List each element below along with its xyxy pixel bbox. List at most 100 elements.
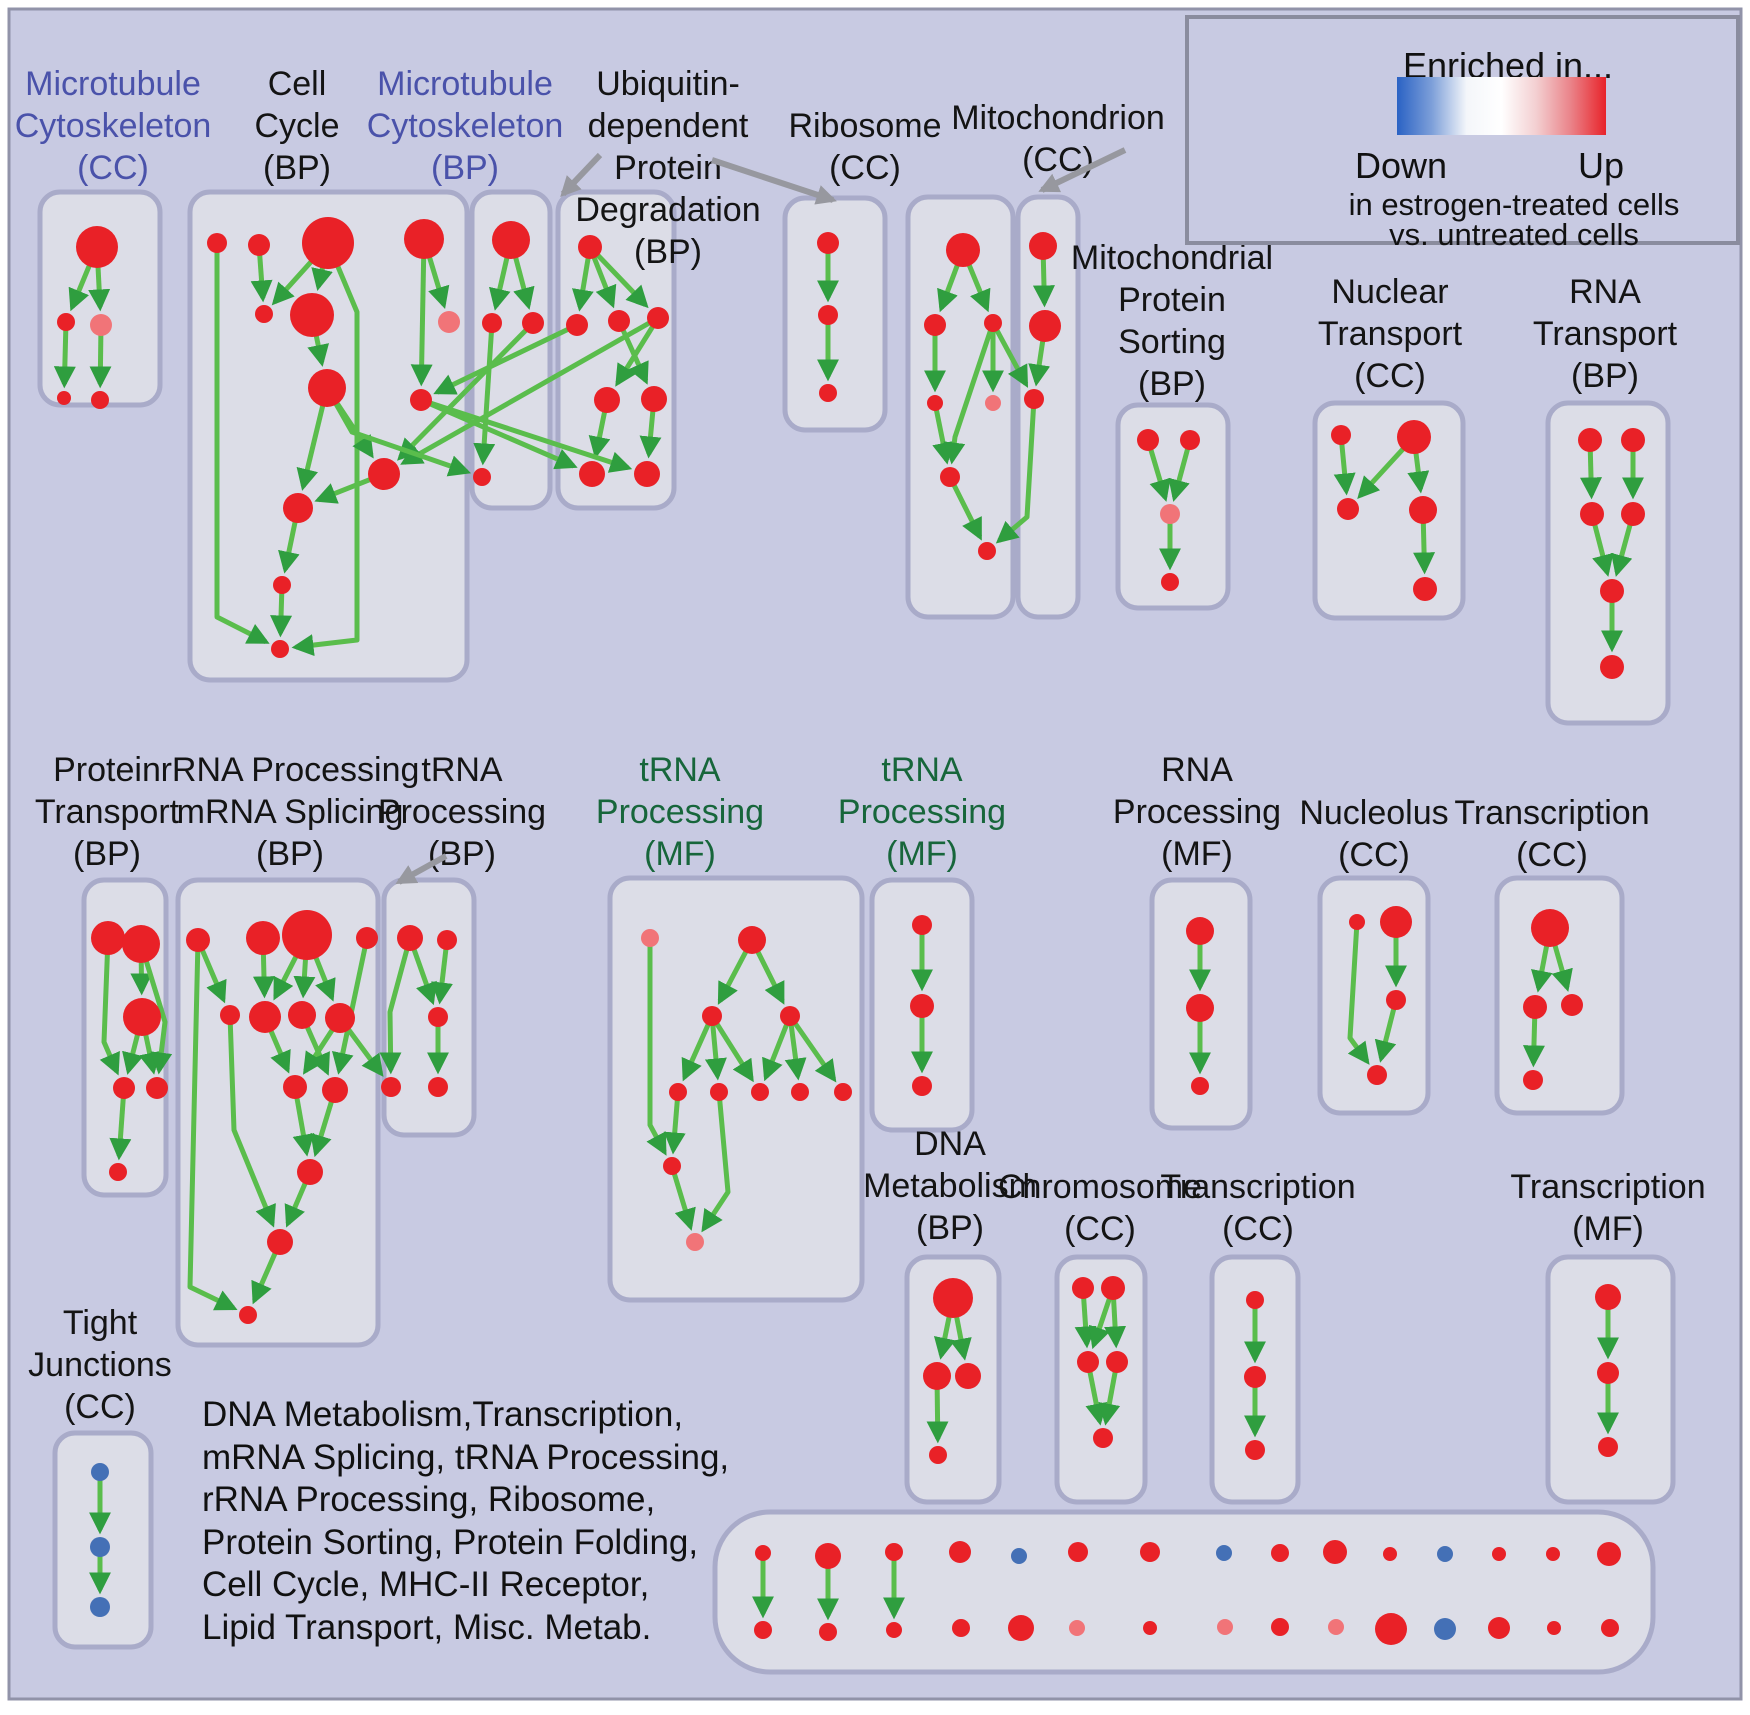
- node-misc-strip-0: [755, 1545, 771, 1561]
- cluster-label-mt-bp-line-0: Microtubule: [377, 65, 553, 103]
- node-cell-cycle-7: [308, 369, 346, 407]
- annotation-arrow-icon: [395, 853, 448, 885]
- cluster-label-trna-mf-large-line-0: tRNA: [639, 751, 721, 789]
- summary-text-block: DNA Metabolism,Transcription, mRNA Splici…: [202, 1394, 729, 1650]
- cluster-label-dna-metabolism-line-2: (BP): [916, 1209, 984, 1247]
- node-transcription-cc-3-2: [1245, 1440, 1265, 1460]
- node-mt-cc-4: [91, 391, 109, 409]
- node-nucleolus-1: [1380, 906, 1412, 938]
- edge-arrow: [704, 1015, 727, 1081]
- node-rrna-12: [239, 1306, 257, 1324]
- edge-arrow: [663, 1091, 686, 1155]
- cluster-label-tight-junctions-line-0: Tight: [63, 1304, 138, 1342]
- cluster-label-trna-bp-line-1: Processing: [378, 793, 546, 831]
- node-misc-strip-20: [1383, 1547, 1397, 1561]
- node-misc-strip-21: [1375, 1613, 1407, 1645]
- cluster-label-mps-line-3: (BP): [1138, 365, 1206, 403]
- cluster-label-ub-a-line-2: Protein: [614, 149, 722, 187]
- node-rrna-7: [325, 1003, 355, 1033]
- cluster-label-mt-cc-line-0: Microtubule: [25, 65, 201, 103]
- cluster-label-nuclear-transport-line-0: Nuclear: [1331, 273, 1448, 311]
- node-chromosome-3: [1106, 1351, 1128, 1373]
- node-mt-bp-3: [473, 468, 491, 486]
- node-misc-strip-9: [1008, 1615, 1034, 1641]
- edge-arrow: [669, 1165, 696, 1231]
- edge-arrow: [99, 937, 120, 1076]
- node-mt-bp-2: [522, 312, 544, 334]
- node-protein-transport-4: [146, 1077, 168, 1099]
- cluster-label-trna-bp-line-0: tRNA: [421, 751, 503, 789]
- node-nuclear-transport-3: [1409, 496, 1437, 524]
- cluster-label-nuclear-transport-line-1: Transport: [1318, 315, 1463, 353]
- node-cell-cycle-1: [248, 234, 270, 256]
- node-rna-transport-1: [1621, 428, 1645, 452]
- edge-arrow: [947, 475, 983, 541]
- node-ub-b-2: [819, 384, 837, 402]
- node-trna-bp-3: [381, 1077, 401, 1097]
- edge-arrow: [990, 321, 1029, 388]
- cluster-label-nuclear-transport-line-2: (CC): [1354, 357, 1426, 395]
- node-misc-strip-10: [1068, 1542, 1088, 1562]
- cluster-label-ub-a-line-1: dependent: [588, 107, 749, 145]
- node-mt-bp-0: [492, 221, 530, 259]
- node-rrna-9: [322, 1077, 348, 1103]
- cluster-label-transcription-mf-line-0: Transcription: [1510, 1168, 1705, 1206]
- node-ribosome-5: [940, 467, 960, 487]
- cluster-label-transcription-cc-3-line-1: (CC): [1222, 1210, 1294, 1248]
- cluster-label-trna-mf-large-line-2: (MF): [644, 835, 716, 873]
- node-mitochondrion-2: [1024, 389, 1044, 409]
- node-transcription-cc-3-0: [1246, 1291, 1264, 1309]
- node-misc-strip-28: [1597, 1542, 1621, 1566]
- annotation-arrow-icon: [711, 157, 837, 205]
- node-chromosome-1: [1101, 1276, 1125, 1300]
- cluster-label-protein-transport-line-2: (BP): [73, 835, 141, 873]
- node-cell-cycle-0: [207, 233, 227, 253]
- node-misc-strip-17: [1271, 1618, 1289, 1636]
- summary-text-line: Protein Sorting, Protein Folding,: [202, 1522, 699, 1562]
- summary-text-line: rRNA Processing, Ribosome,: [202, 1480, 656, 1520]
- legend-down-label: Down: [1354, 145, 1448, 186]
- node-dna-metabolism-0: [933, 1278, 973, 1318]
- node-misc-strip-23: [1434, 1618, 1456, 1640]
- edge-arrow: [701, 1091, 731, 1233]
- node-trna-mf-large-2: [702, 1006, 722, 1026]
- node-rna-transport-5: [1600, 655, 1624, 679]
- cluster-box-rrna: [175, 877, 381, 1348]
- cluster-box-trna-bp: [381, 877, 477, 1138]
- edge-arrow: [709, 1014, 754, 1083]
- edge-arrow: [615, 316, 661, 387]
- edge-arrow: [214, 243, 270, 644]
- edge-arrow: [433, 322, 579, 395]
- node-cell-cycle-8: [410, 389, 432, 411]
- node-mitochondrion-1: [1029, 310, 1061, 342]
- cluster-label-transcription-cc-3-line-0: Transcription: [1160, 1168, 1355, 1206]
- node-mt-cc-1: [57, 313, 75, 331]
- edge-arrow: [331, 937, 370, 1075]
- node-misc-strip-6: [949, 1541, 971, 1563]
- node-misc-strip-3: [819, 1623, 837, 1641]
- node-rrna-1: [246, 921, 280, 955]
- node-misc-strip-29: [1601, 1619, 1619, 1637]
- node-cell-cycle-2: [302, 217, 354, 269]
- node-trna-mf-large-0: [641, 929, 659, 947]
- cluster-label-mps-line-2: Sorting: [1118, 323, 1226, 361]
- edge-arrow: [397, 321, 535, 461]
- cluster-label-rrna-line-0: rRNA Processing: [161, 751, 420, 789]
- node-ribosome-6: [978, 542, 996, 560]
- node-rrna-3: [356, 927, 378, 949]
- edge-arrow: [291, 242, 360, 657]
- node-rna-transport-0: [1578, 428, 1602, 452]
- node-chromosome-4: [1093, 1428, 1113, 1448]
- cluster-label-trna-mf-small-line-2: (MF): [886, 835, 958, 873]
- node-trna-mf-large-7: [791, 1083, 809, 1101]
- node-nuclear-transport-1: [1397, 420, 1431, 454]
- node-tight-junctions-2: [90, 1597, 110, 1617]
- node-dna-metabolism-3: [929, 1446, 947, 1464]
- node-rrna-11: [267, 1229, 293, 1255]
- edge-arrow: [787, 1014, 837, 1083]
- node-rna-mf-2: [1191, 1077, 1209, 1095]
- cluster-label-ub-a-line-4: (BP): [634, 233, 702, 271]
- node-misc-strip-13: [1143, 1621, 1157, 1635]
- node-nuclear-transport-2: [1337, 498, 1359, 520]
- legend-gradient-bar: [1397, 77, 1606, 135]
